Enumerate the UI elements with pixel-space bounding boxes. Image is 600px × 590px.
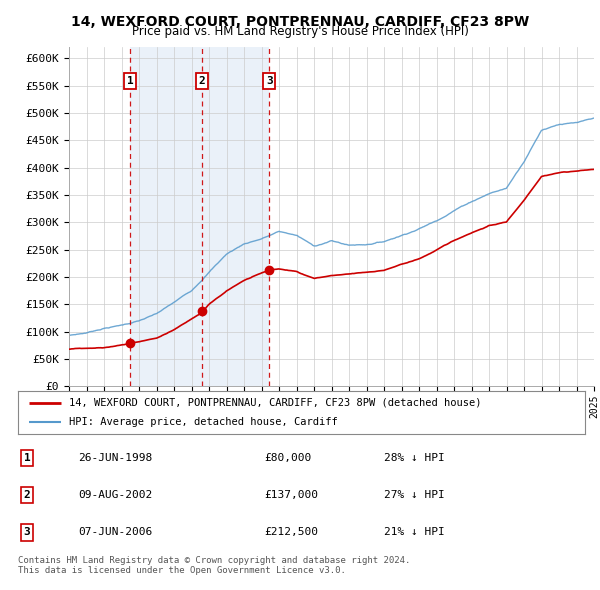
Text: 14, WEXFORD COURT, PONTPRENNAU, CARDIFF, CF23 8PW: 14, WEXFORD COURT, PONTPRENNAU, CARDIFF,… bbox=[71, 15, 529, 30]
Text: HPI: Average price, detached house, Cardiff: HPI: Average price, detached house, Card… bbox=[69, 417, 338, 427]
Text: 3: 3 bbox=[266, 76, 272, 86]
Text: £137,000: £137,000 bbox=[264, 490, 318, 500]
Text: 2: 2 bbox=[199, 76, 205, 86]
Text: 1: 1 bbox=[23, 453, 31, 463]
Text: 3: 3 bbox=[23, 527, 31, 537]
Text: 1: 1 bbox=[127, 76, 133, 86]
Text: 27% ↓ HPI: 27% ↓ HPI bbox=[384, 490, 445, 500]
Text: 21% ↓ HPI: 21% ↓ HPI bbox=[384, 527, 445, 537]
Text: 2: 2 bbox=[23, 490, 31, 500]
Text: £212,500: £212,500 bbox=[264, 527, 318, 537]
Text: 28% ↓ HPI: 28% ↓ HPI bbox=[384, 453, 445, 463]
Text: 14, WEXFORD COURT, PONTPRENNAU, CARDIFF, CF23 8PW (detached house): 14, WEXFORD COURT, PONTPRENNAU, CARDIFF,… bbox=[69, 398, 482, 408]
Bar bbox=[130, 47, 269, 386]
Text: Price paid vs. HM Land Registry's House Price Index (HPI): Price paid vs. HM Land Registry's House … bbox=[131, 25, 469, 38]
Text: 09-AUG-2002: 09-AUG-2002 bbox=[78, 490, 152, 500]
Text: 07-JUN-2006: 07-JUN-2006 bbox=[78, 527, 152, 537]
Text: 26-JUN-1998: 26-JUN-1998 bbox=[78, 453, 152, 463]
Text: Contains HM Land Registry data © Crown copyright and database right 2024.
This d: Contains HM Land Registry data © Crown c… bbox=[18, 556, 410, 575]
Text: £80,000: £80,000 bbox=[264, 453, 311, 463]
